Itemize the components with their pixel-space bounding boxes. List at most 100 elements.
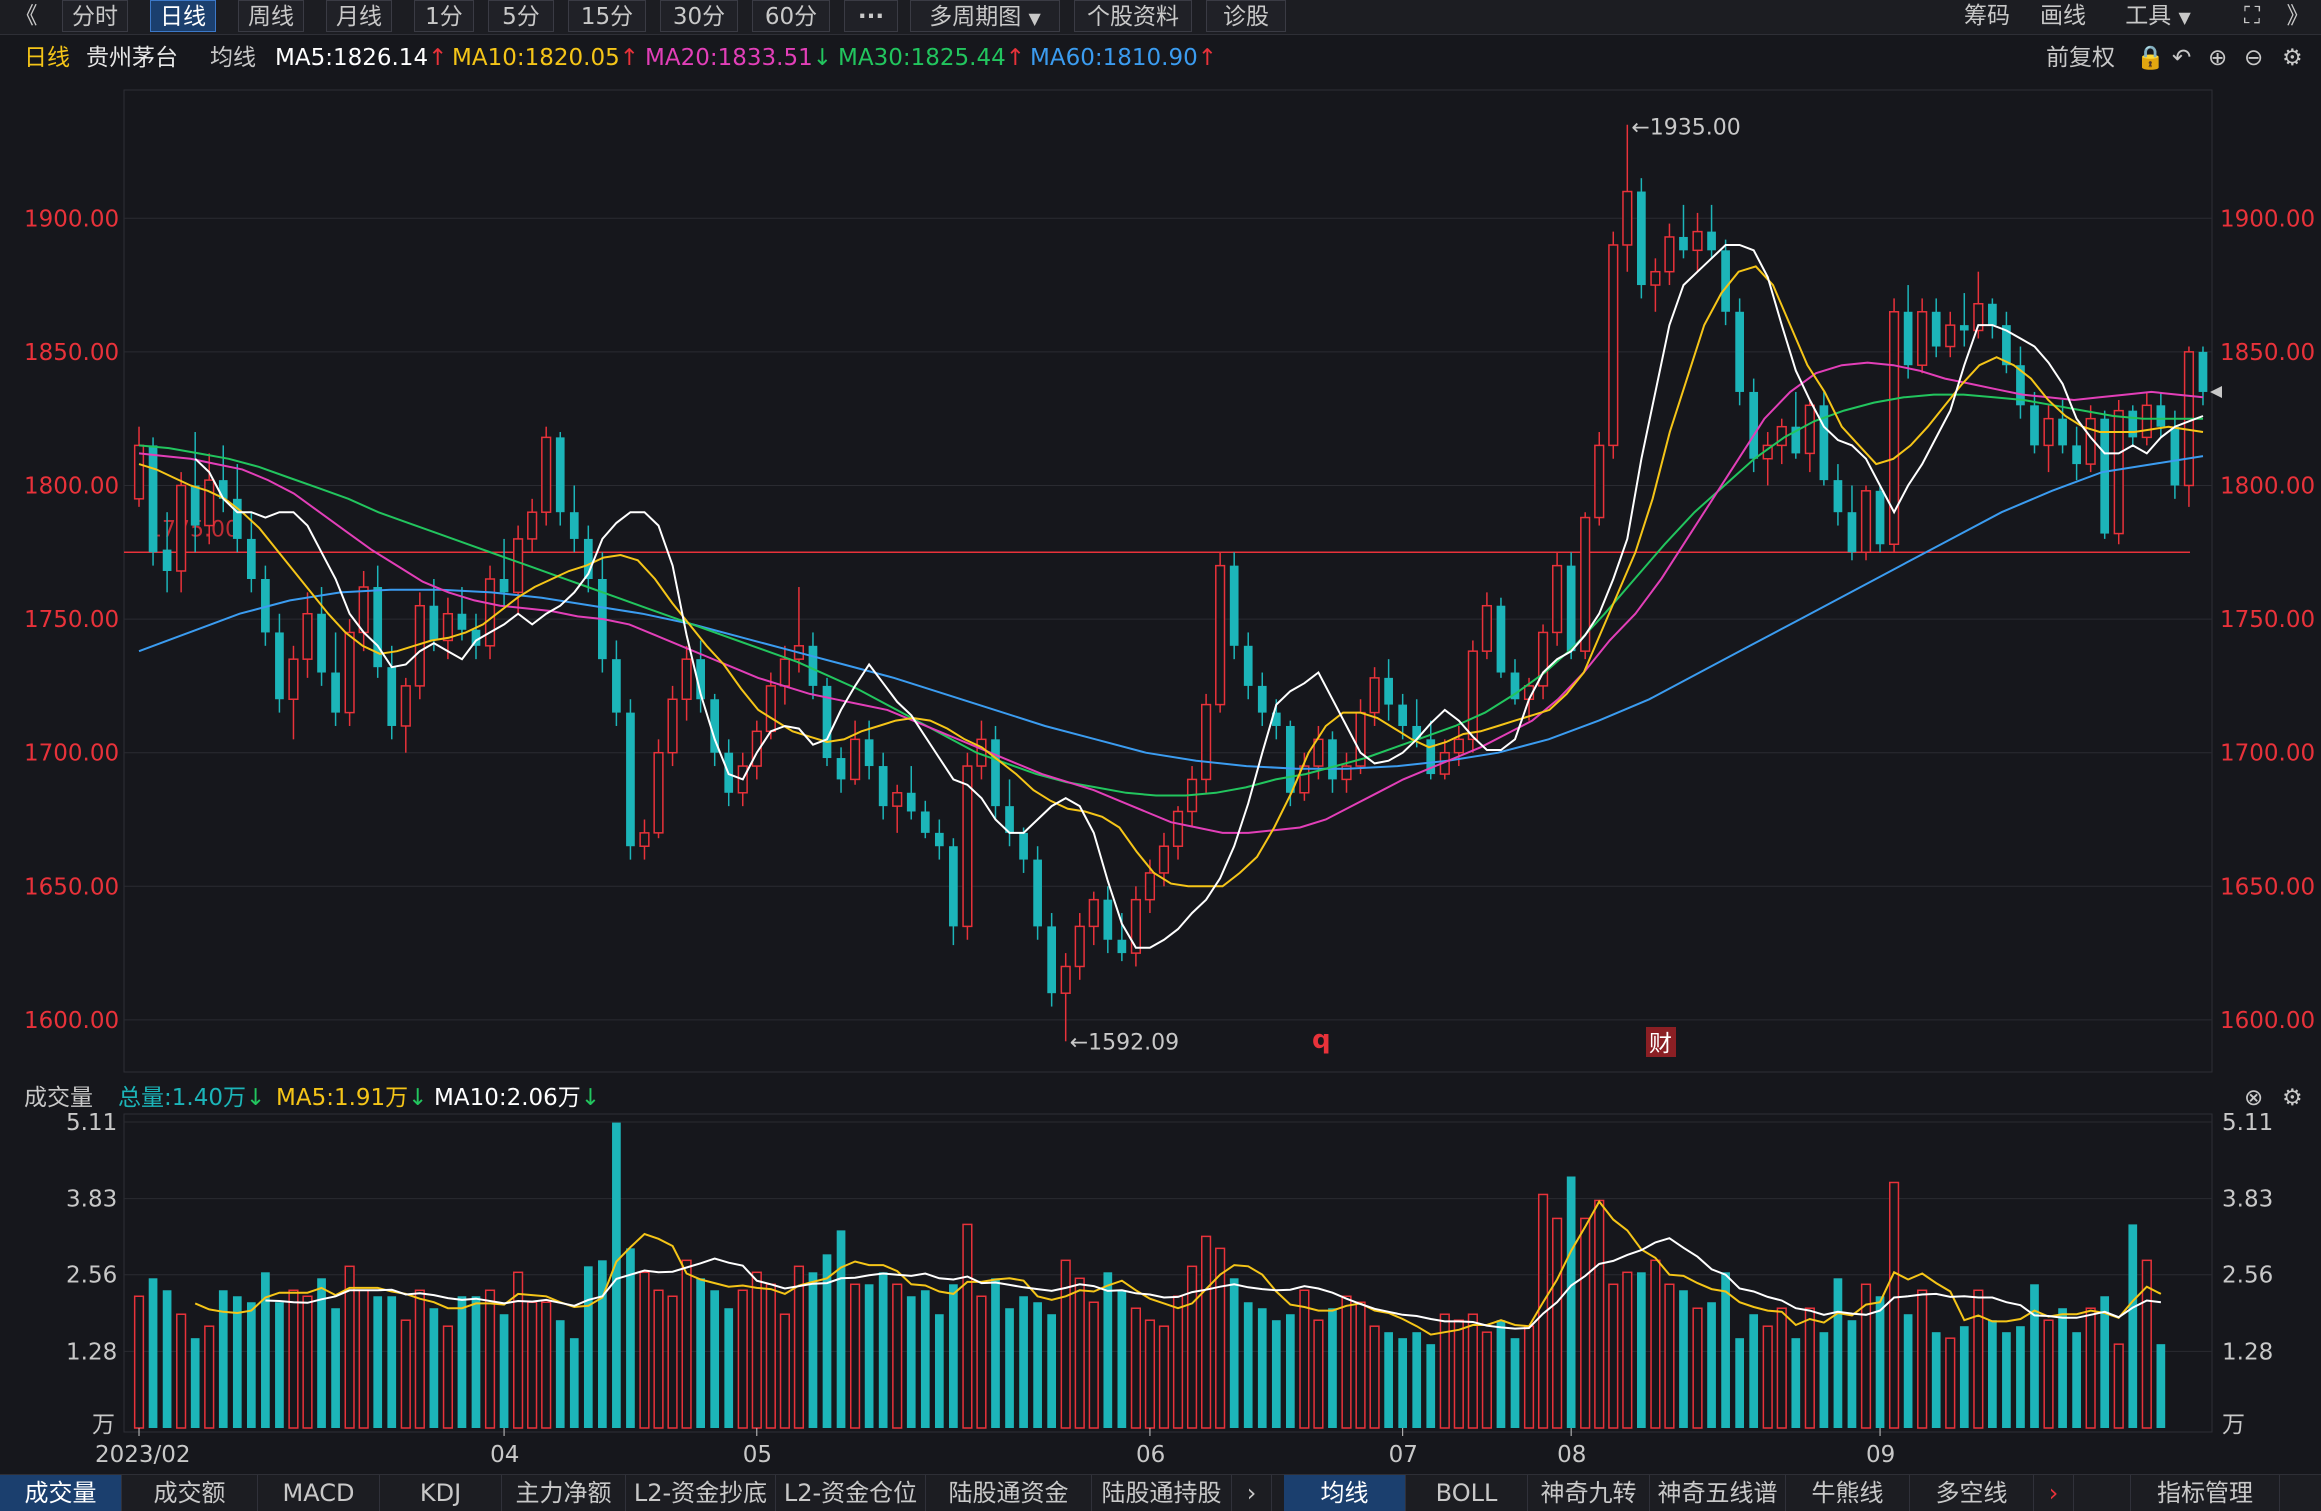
close-icon[interactable]: ⊗ — [2244, 1085, 2264, 1111]
current-price-marker — [2210, 385, 2222, 398]
tab-five-lines[interactable]: 神奇五线谱 — [1650, 1475, 1786, 1511]
candle-body-down — [1033, 859, 1042, 927]
volume-bar-up — [1313, 1319, 1324, 1429]
period-tab-30min[interactable]: 30分 — [660, 0, 738, 32]
gear-icon[interactable]: ⚙ — [2282, 45, 2303, 71]
candle-body-down — [583, 538, 593, 579]
volume-bar-down — [1426, 1344, 1436, 1428]
period-tab-week[interactable]: 周线 — [238, 0, 304, 32]
price-tick-label-right: 1600.00 — [2220, 1008, 2315, 1034]
tab-long-short[interactable]: 多空线 — [1910, 1475, 2034, 1511]
volume-bar-up — [176, 1313, 187, 1429]
candle-body-down — [1679, 236, 1688, 251]
tools-dropdown[interactable]: 工具 ▼ — [2110, 0, 2206, 32]
multi-period-dropdown[interactable]: 多周期图 ▼ — [910, 0, 1060, 32]
tab-hk-hold[interactable]: 陆股通持股 — [1092, 1475, 1232, 1511]
fullscreen-icon[interactable]: ⛶ — [2243, 3, 2261, 29]
tab-main-net[interactable]: 主力净额 — [502, 1475, 626, 1511]
multi-period-label: 多周期图 — [929, 4, 1022, 30]
candle-body-down — [1819, 405, 1829, 481]
volume-bar-down — [555, 1320, 565, 1428]
zoom-out-icon[interactable]: ⊖ — [2244, 45, 2264, 71]
candle-body-up — [1299, 765, 1310, 794]
volume-bar-down — [864, 1284, 874, 1428]
more-periods-button[interactable]: ··· — [844, 0, 898, 32]
volume-bar-up — [1552, 1217, 1563, 1429]
price-panel-frame — [123, 89, 2213, 1073]
candle-body-down — [1735, 311, 1744, 392]
candle-body-up — [1692, 230, 1703, 252]
volume-bar-up — [414, 1289, 425, 1429]
price-tick-label-left: 1900.00 — [24, 206, 119, 232]
period-tab-5min[interactable]: 5分 — [488, 0, 554, 32]
zoom-in-icon[interactable]: ⊕ — [2208, 45, 2228, 71]
kline-chart[interactable]: 1900.00 1900.00 1850.00 1850.00 1800.00 1800.… — [0, 0, 2321, 1474]
stock-info-button[interactable]: 个股资料 — [1074, 0, 1192, 32]
volume-bar-down — [2156, 1344, 2166, 1428]
candle-body-down — [2170, 426, 2180, 486]
period-tab-1min[interactable]: 1分 — [414, 0, 474, 32]
tab-boll[interactable]: BOLL — [1406, 1475, 1528, 1511]
volume-bar-down — [471, 1296, 481, 1428]
candle-body-down — [864, 739, 874, 767]
volume-bar-down — [331, 1308, 340, 1428]
chevron-right-icon[interactable]: › — [2034, 1475, 2074, 1511]
candle-body-up — [1467, 650, 1478, 741]
tab-td9[interactable]: 神奇九转 — [1528, 1475, 1650, 1511]
period-tab-fenshi[interactable]: 分时 — [62, 0, 128, 32]
candle-body-down — [1328, 739, 1337, 780]
volume-bar-up — [1341, 1295, 1352, 1429]
candle-body-down — [1721, 250, 1730, 312]
candle-body-up — [1453, 738, 1464, 754]
chevron-down-icon: ▼ — [2178, 8, 2191, 27]
draw-button[interactable]: 画线 — [2040, 3, 2086, 29]
tab-bull-bear[interactable]: 牛熊线 — [1786, 1475, 1910, 1511]
volume-tick-label-left: 5.11 — [66, 1110, 117, 1136]
candle-body-down — [1047, 926, 1057, 994]
tab-l2-position[interactable]: L2-资金仓位 — [776, 1475, 926, 1511]
candle-body-down — [2072, 445, 2081, 465]
tab-kdj[interactable]: KDJ — [380, 1475, 502, 1511]
candle-body-down — [2030, 405, 2039, 446]
candle-body-down — [1285, 725, 1295, 793]
volume-bar-up — [513, 1271, 524, 1429]
volume-bar-up — [681, 1259, 692, 1429]
candle-body-up — [1594, 444, 1605, 519]
period-tab-60min[interactable]: 60分 — [752, 0, 830, 32]
back-button[interactable]: 《 — [14, 3, 38, 29]
candle-body-down — [1398, 704, 1408, 726]
indicator-manage-button[interactable]: 指标管理 — [2130, 1475, 2280, 1511]
period-tab-month[interactable]: 月线 — [326, 0, 392, 32]
tab-volume[interactable]: 成交量 — [0, 1475, 122, 1511]
price-tick-label-right: 1850.00 — [2220, 340, 2315, 366]
lock-icon[interactable]: 🔒 — [2136, 45, 2165, 71]
volume-bar-up — [400, 1319, 411, 1429]
gear-icon[interactable]: ⚙ — [2282, 1085, 2303, 1111]
candle-body-up — [288, 658, 299, 701]
tab-hk-flow[interactable]: 陆股通资金 — [926, 1475, 1092, 1511]
candle-body-up — [513, 538, 524, 594]
candle-body-down — [1931, 311, 1941, 347]
candle-body-up — [1200, 703, 1212, 781]
tab-macd[interactable]: MACD — [258, 1475, 380, 1511]
volume-bar-down — [499, 1314, 509, 1428]
volume-bar-up — [1945, 1337, 1956, 1429]
collapse-icon[interactable]: 》 — [2286, 3, 2310, 29]
adjust-dropdown[interactable]: 前复权 — [2046, 45, 2115, 71]
period-tab-15min[interactable]: 15分 — [568, 0, 646, 32]
undo-icon[interactable]: ↶ — [2172, 45, 2192, 71]
chip-button[interactable]: 筹码 — [1964, 3, 2010, 29]
candle-body-down — [2128, 410, 2138, 438]
diagnose-button[interactable]: 诊股 — [1206, 0, 1286, 32]
volume-bar-up — [2043, 1319, 2054, 1429]
chevron-right-icon[interactable]: › — [1232, 1475, 1272, 1511]
candle-body-up — [667, 698, 678, 754]
chevron-down-icon: ▼ — [1028, 9, 1041, 28]
period-tab-day[interactable]: 日线 — [150, 0, 216, 32]
volume-bar-down — [1833, 1278, 1843, 1428]
tab-l2-bottom[interactable]: L2-资金抄底 — [626, 1475, 776, 1511]
tab-ma[interactable]: 均线 — [1284, 1475, 1406, 1511]
volume-bar-up — [892, 1283, 903, 1429]
tab-amount[interactable]: 成交额 — [122, 1475, 258, 1511]
volume-bar-up — [793, 1265, 805, 1429]
